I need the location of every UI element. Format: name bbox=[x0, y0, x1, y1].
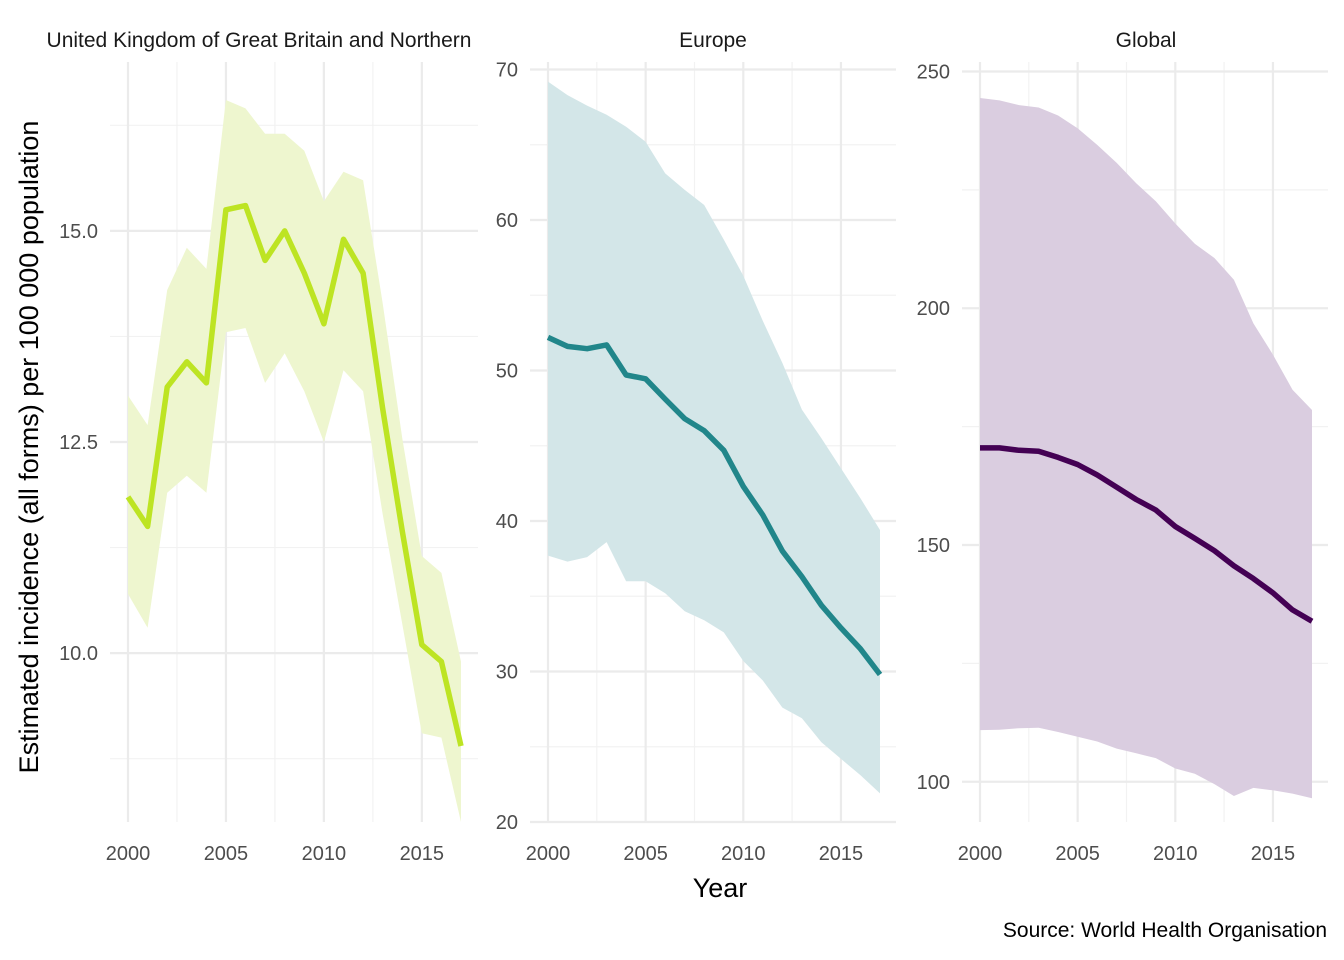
x-tick-label: 2000 bbox=[106, 843, 151, 865]
x-tick-label: 2005 bbox=[623, 843, 668, 865]
y-tick-label: 50 bbox=[496, 361, 518, 383]
panel-3: 100 150 200 250 2000 2005 2010 2015 Global bbox=[917, 29, 1328, 865]
y-tick-label: 10.0 bbox=[59, 643, 98, 665]
x-tick-label: 2000 bbox=[526, 843, 571, 865]
panel-1: 10.0 12.5 15.0 2000 2005 2010 2015 United Kingd… bbox=[47, 29, 542, 865]
y-axis-title: Estimated incidence (all forms) per 100 … bbox=[14, 121, 44, 774]
x-tick-label: 2015 bbox=[819, 843, 864, 865]
y-tick-label: 15.0 bbox=[59, 221, 98, 243]
x-tick-label: 2015 bbox=[1251, 843, 1296, 865]
panel-3-confidence-ribbon bbox=[980, 98, 1312, 799]
x-tick-label: 2010 bbox=[1153, 843, 1198, 865]
panel-2: 20 30 40 50 60 70 2000 2005 2010 2015 Europe bbox=[496, 29, 896, 865]
panel-1-title: United Kingdom of Great Britain and Nort… bbox=[47, 29, 542, 52]
y-tick-label: 20 bbox=[496, 812, 518, 834]
panel-1-confidence-ribbon bbox=[128, 100, 461, 822]
y-tick-label: 100 bbox=[917, 772, 950, 794]
x-tick-label: 2000 bbox=[958, 843, 1003, 865]
y-tick-label: 30 bbox=[496, 662, 518, 684]
y-tick-label: 200 bbox=[917, 298, 950, 320]
panel-2-title: Europe bbox=[679, 29, 747, 52]
x-tick-label: 2015 bbox=[400, 843, 445, 865]
y-tick-label: 40 bbox=[496, 511, 518, 533]
panel-3-series-line bbox=[980, 445, 1314, 624]
y-tick-label: 60 bbox=[496, 210, 518, 232]
x-axis-title: Year bbox=[693, 873, 748, 903]
panel-3-title: Global bbox=[1116, 29, 1177, 52]
y-tick-label: 150 bbox=[917, 535, 950, 557]
x-tick-label: 2005 bbox=[1055, 843, 1100, 865]
y-tick-label: 70 bbox=[496, 60, 518, 82]
x-tick-label: 2005 bbox=[204, 843, 249, 865]
panel-1-series-line bbox=[125, 202, 464, 747]
panel-2-series-line bbox=[546, 334, 883, 677]
y-tick-label: 250 bbox=[917, 61, 950, 83]
source-caption: Source: World Health Organisation bbox=[1003, 919, 1327, 942]
x-tick-label: 2010 bbox=[721, 843, 766, 865]
x-tick-label: 2010 bbox=[302, 843, 347, 865]
y-tick-label: 12.5 bbox=[59, 432, 98, 454]
